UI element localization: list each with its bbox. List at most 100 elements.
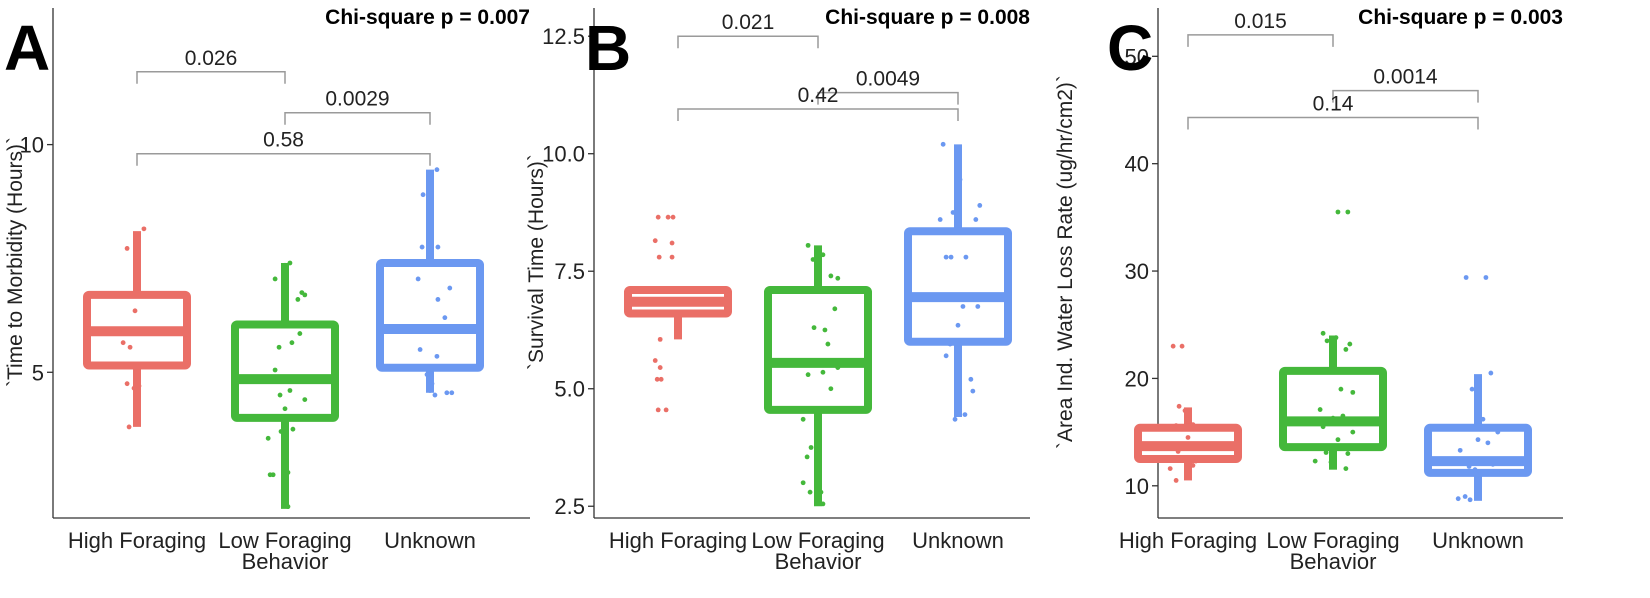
data-point bbox=[805, 372, 811, 378]
data-point bbox=[950, 210, 956, 215]
data-point bbox=[1335, 209, 1341, 215]
data-point bbox=[282, 262, 288, 268]
data-point bbox=[943, 254, 949, 260]
box-body bbox=[904, 227, 1012, 346]
y-tick-label: 7.5 bbox=[554, 259, 585, 284]
data-point bbox=[820, 369, 826, 375]
y-tick-label: 5.0 bbox=[554, 377, 585, 402]
data-point bbox=[1469, 386, 1475, 392]
y-tick-label: 50 bbox=[1125, 44, 1149, 69]
data-point bbox=[289, 340, 295, 346]
comparison-bracket: 0.021 bbox=[677, 11, 819, 49]
y-tick-label: 12.5 bbox=[542, 24, 585, 49]
box-1 bbox=[1279, 335, 1387, 470]
data-point bbox=[835, 275, 841, 281]
data-point bbox=[1340, 413, 1346, 419]
data-point bbox=[663, 407, 669, 413]
data-point bbox=[800, 416, 806, 422]
panel-letter: B bbox=[585, 12, 631, 84]
box-body bbox=[231, 320, 339, 422]
data-point bbox=[955, 322, 961, 328]
data-point bbox=[818, 489, 824, 495]
data-point bbox=[947, 341, 953, 347]
data-point bbox=[420, 192, 426, 198]
box-0 bbox=[83, 231, 191, 427]
data-point bbox=[973, 217, 979, 222]
y-tick-label: 10.0 bbox=[542, 142, 585, 167]
bracket-line bbox=[677, 35, 819, 49]
data-point bbox=[665, 214, 671, 220]
data-point bbox=[449, 390, 455, 396]
y-tick-label: 20 bbox=[1125, 366, 1149, 391]
data-point bbox=[432, 392, 438, 398]
data-point bbox=[1182, 408, 1188, 414]
comparison-bracket: 0.026 bbox=[136, 47, 286, 84]
box-1 bbox=[231, 263, 339, 509]
data-point bbox=[282, 458, 288, 464]
data-point bbox=[1173, 423, 1179, 429]
data-point bbox=[1488, 370, 1494, 376]
y-axis-label: `Time to Morbidity (Hours)` bbox=[4, 137, 27, 387]
data-point bbox=[127, 344, 133, 350]
data-point bbox=[1175, 449, 1181, 454]
p-value-label: 0.021 bbox=[722, 11, 775, 34]
data-point bbox=[427, 246, 433, 252]
data-point bbox=[1495, 470, 1501, 476]
x-tick-label: Unknown bbox=[384, 528, 476, 553]
data-point bbox=[447, 285, 453, 291]
bracket-line bbox=[817, 91, 959, 105]
data-point bbox=[669, 240, 675, 246]
data-point bbox=[1170, 343, 1176, 349]
data-point bbox=[1190, 422, 1196, 427]
data-point bbox=[652, 238, 658, 244]
data-point bbox=[810, 257, 816, 262]
data-point bbox=[297, 331, 303, 336]
bracket-line bbox=[284, 111, 431, 125]
data-point bbox=[302, 397, 308, 403]
data-point bbox=[1343, 347, 1349, 352]
data-point bbox=[1185, 435, 1191, 440]
data-point bbox=[820, 501, 826, 507]
box-body bbox=[1279, 366, 1387, 452]
data-point bbox=[968, 376, 974, 382]
data-point bbox=[435, 244, 441, 250]
data-point bbox=[1323, 450, 1329, 455]
data-point bbox=[977, 203, 983, 208]
box-2 bbox=[376, 169, 484, 393]
data-point bbox=[800, 480, 806, 486]
box-2 bbox=[904, 144, 1012, 417]
y-tick-label: 30 bbox=[1125, 259, 1149, 284]
panel-letter: A bbox=[4, 12, 50, 84]
data-point bbox=[419, 244, 425, 250]
data-point bbox=[270, 472, 276, 478]
data-point bbox=[434, 167, 440, 173]
x-tick-label: Low Foraging bbox=[218, 528, 351, 553]
data-point bbox=[277, 392, 283, 398]
data-point bbox=[1480, 457, 1486, 463]
chi-square-annotation: Chi-square p = 0.007 bbox=[325, 6, 530, 29]
bracket-line bbox=[1187, 116, 1479, 130]
bracket-line bbox=[136, 71, 286, 84]
data-point bbox=[1184, 416, 1190, 422]
box-body bbox=[1424, 423, 1532, 477]
data-point bbox=[952, 416, 958, 422]
data-point bbox=[1455, 496, 1461, 502]
p-value-label: 0.0029 bbox=[325, 88, 389, 111]
data-point bbox=[131, 385, 137, 391]
panel-c: 10 20 30 40 50 `Area Ind. Water Loss Rate (ug… bbox=[1054, 6, 1563, 574]
data-point bbox=[1320, 330, 1326, 336]
data-point bbox=[424, 372, 430, 377]
data-point bbox=[808, 445, 814, 450]
data-point bbox=[1347, 341, 1353, 347]
data-point bbox=[975, 304, 981, 309]
data-point bbox=[1472, 467, 1478, 473]
data-point bbox=[948, 254, 954, 260]
data-point bbox=[287, 388, 293, 393]
data-point bbox=[136, 383, 142, 389]
data-point bbox=[670, 214, 676, 220]
panel-b: 2.5 5.0 7.5 10.0 12.5 `Survival Time (Hours)`… bbox=[525, 6, 1030, 574]
data-point bbox=[265, 435, 271, 441]
data-point bbox=[1335, 437, 1341, 443]
p-value-label: 0.58 bbox=[263, 129, 304, 152]
